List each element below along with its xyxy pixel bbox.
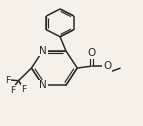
Text: F: F bbox=[5, 75, 11, 85]
Text: N: N bbox=[39, 81, 47, 90]
Text: F: F bbox=[22, 85, 27, 94]
Text: O: O bbox=[87, 48, 96, 58]
Text: O: O bbox=[103, 61, 112, 71]
Text: N: N bbox=[39, 46, 47, 56]
Text: F: F bbox=[10, 86, 16, 95]
